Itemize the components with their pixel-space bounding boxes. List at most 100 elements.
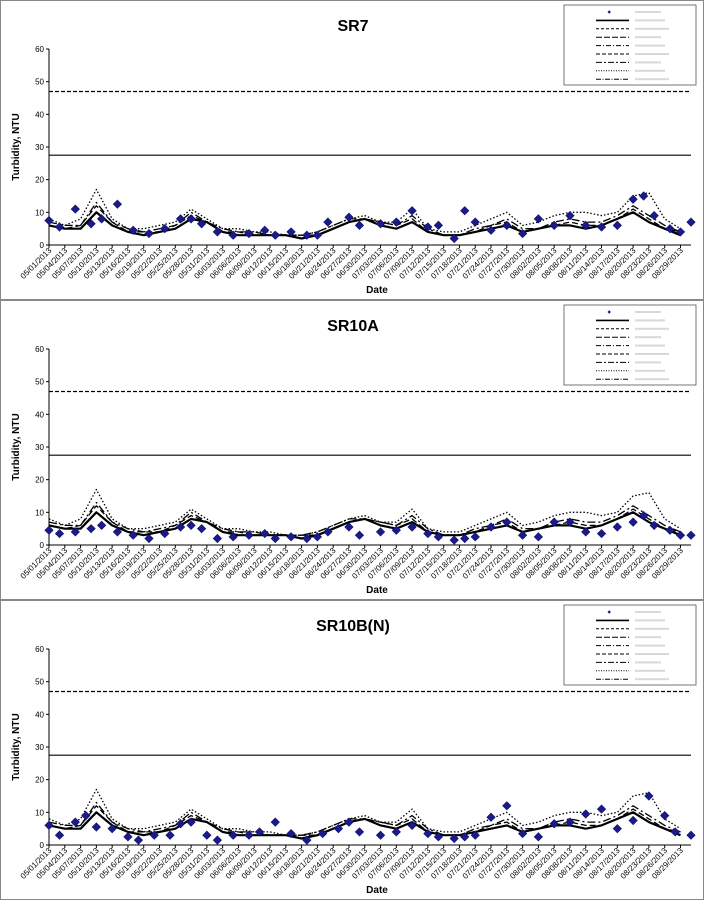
y-tick-label: 0 (40, 841, 45, 850)
y-tick-label: 40 (35, 410, 44, 419)
data-point (123, 832, 133, 842)
data-point (670, 827, 680, 837)
legend-entry-label (635, 611, 661, 613)
data-point (612, 522, 622, 532)
x-axis-label: Date (366, 885, 388, 896)
legend (563, 604, 697, 686)
data-point (186, 520, 196, 530)
data-point (581, 527, 591, 537)
data-point (175, 522, 186, 532)
data-point (312, 230, 322, 240)
legend-entry-label (635, 78, 669, 81)
legend-entry-label (635, 378, 669, 381)
series-line (48, 488, 681, 536)
chart-panel-sr10a: SR10A 0 10 20 30 40 50 60 05/01/2013 05/04/2013 05… (0, 300, 704, 600)
data-point (675, 227, 686, 237)
data-point (175, 214, 186, 224)
data-point (86, 219, 96, 229)
data-point (686, 530, 696, 540)
legend-entry-label (635, 353, 669, 355)
data-point (486, 812, 496, 822)
y-tick-label: 30 (35, 743, 44, 752)
data-point (407, 206, 417, 216)
data-point (549, 819, 559, 829)
data-point (518, 530, 528, 540)
data-point (107, 824, 117, 834)
y-tick-label: 0 (40, 241, 45, 250)
data-point (581, 809, 591, 819)
data-point (70, 204, 80, 214)
chart-sr10a-svg: SR10A010203040506005/01/201305/04/201305… (11, 304, 697, 596)
legend-entry-label (635, 661, 661, 664)
y-tick-label: 20 (35, 176, 44, 185)
data-point (470, 532, 480, 542)
series-line (48, 205, 681, 236)
data-point (302, 230, 312, 240)
data-point (649, 211, 659, 221)
data-point (460, 832, 470, 842)
data-point (423, 222, 433, 232)
data-point (112, 527, 123, 537)
data-point (433, 832, 444, 842)
data-point (581, 220, 591, 230)
series-line (48, 501, 681, 536)
data-point (533, 214, 543, 224)
data-point (596, 528, 607, 539)
data-point (228, 230, 238, 240)
data-point (518, 228, 528, 239)
y-tick-label: 20 (35, 476, 44, 485)
legend-box (563, 304, 697, 386)
data-point (286, 227, 296, 237)
y-tick-label: 10 (35, 808, 44, 817)
legend-box (563, 604, 697, 686)
data-point (70, 527, 80, 537)
y-tick-label: 40 (35, 710, 44, 719)
data-point (675, 530, 686, 540)
data-point (596, 222, 607, 232)
data-point (596, 804, 607, 814)
data-point (433, 532, 444, 542)
data-point (460, 206, 470, 216)
data-point (533, 832, 543, 842)
data-point (565, 517, 575, 527)
data-point (54, 222, 65, 232)
legend-entry-label (635, 53, 669, 55)
legend-marker (607, 310, 611, 314)
data-point (344, 817, 354, 827)
data-point (133, 835, 144, 845)
y-axis-label: Turbidity, NTU (11, 413, 22, 480)
chart-sr10bn-svg: SR10B(N)010203040506005/01/201305/04/201… (11, 604, 697, 896)
data-point (244, 530, 254, 540)
data-point (197, 524, 207, 534)
data-point (391, 525, 401, 535)
legend-entry-label (635, 27, 669, 30)
legend-box (563, 4, 697, 86)
legend-entry-label (635, 327, 669, 330)
y-tick-label: 30 (35, 143, 44, 152)
data-point (186, 817, 196, 827)
y-tick-label: 50 (35, 78, 44, 87)
chart-sr7-svg: SR7010203040506005/01/201305/04/201305/0… (11, 4, 697, 296)
data-point (665, 224, 675, 234)
data-point (423, 528, 433, 539)
data-point (91, 822, 101, 832)
data-point (407, 820, 417, 830)
data-point (254, 827, 265, 837)
data-point (270, 230, 280, 240)
legend-entry-label (635, 311, 661, 313)
data-point (344, 522, 354, 532)
data-point (323, 527, 333, 537)
data-point (97, 520, 107, 530)
data-point (44, 820, 54, 830)
data-point (407, 522, 417, 532)
data-point (565, 211, 575, 221)
y-tick-label: 60 (35, 45, 44, 54)
chart-title: SR10A (327, 318, 379, 335)
y-tick-label: 20 (35, 776, 44, 785)
data-point (423, 828, 433, 839)
y-axis-label: Turbidity, NTU (11, 713, 22, 780)
series-line (48, 801, 681, 836)
legend-entry-label (635, 619, 665, 622)
data-point (81, 811, 91, 821)
data-point (70, 817, 80, 827)
